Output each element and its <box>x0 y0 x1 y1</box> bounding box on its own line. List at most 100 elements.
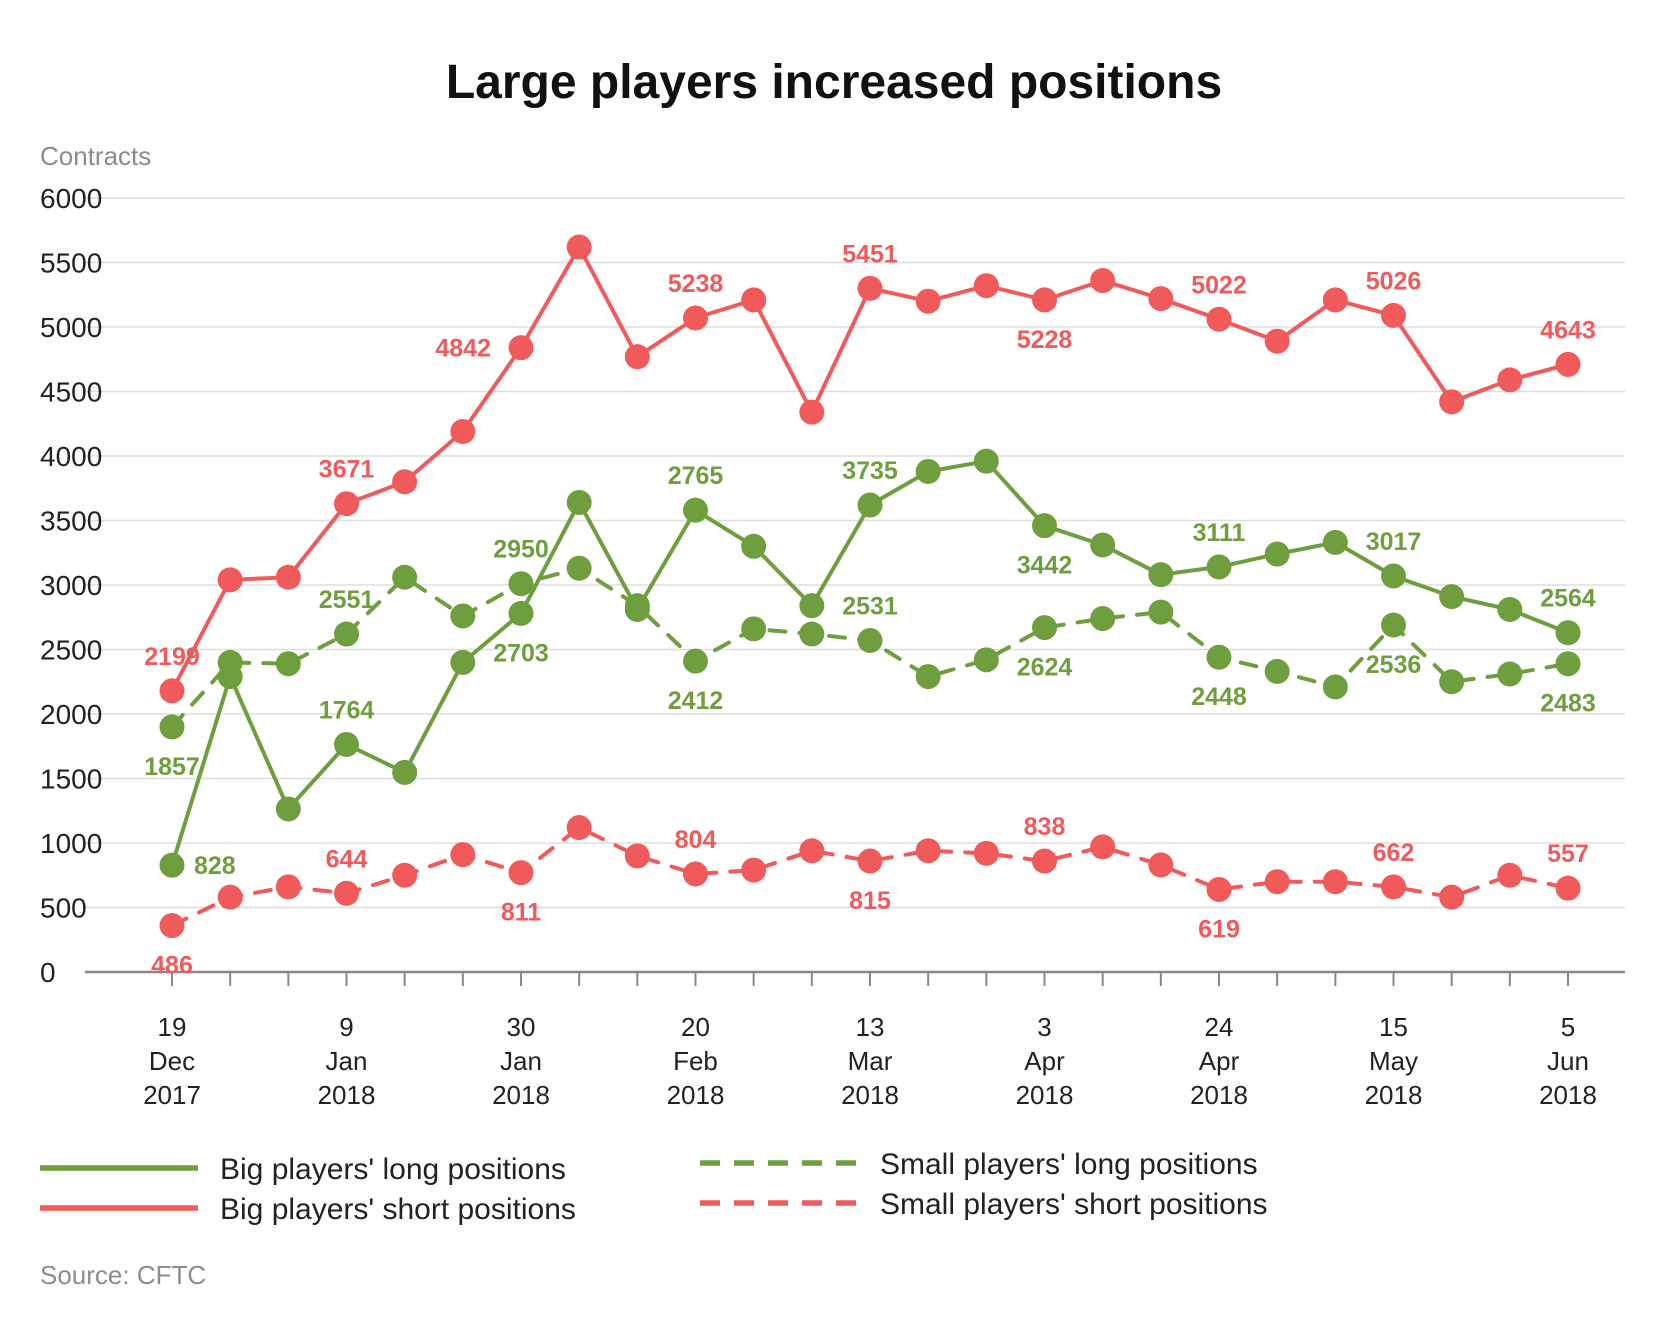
legend-item-big-players-long-positions: Big players' long positions <box>40 1153 566 1186</box>
data-point-big-players-short-positions <box>159 678 185 704</box>
data-point-big-players-short-positions <box>1555 351 1581 377</box>
data-point-big-players-short-positions <box>392 469 418 495</box>
y-axis-ticks: 0 500 1000 1500 2000 2500 3000 3500 4000 4500 5000… <box>40 183 102 988</box>
data-point-small-players-short-positions <box>1497 862 1523 888</box>
legend-label-small-players-long-positions: Small players' long positions <box>880 1148 1258 1181</box>
data-point-big-players-short-positions <box>624 344 650 370</box>
data-label-small-players-long-positions: 2536 <box>1366 651 1422 679</box>
data-point-big-players-long-positions <box>275 796 301 822</box>
data-label-big-players-long-positions: 2703 <box>493 639 549 667</box>
data-point-big-players-long-positions <box>1497 597 1523 623</box>
grid <box>85 197 1625 974</box>
data-point-big-players-short-positions <box>683 305 708 331</box>
data-label-small-players-short-positions: 644 <box>326 845 368 873</box>
data-point-big-players-long-positions <box>741 533 767 559</box>
data-point-big-players-long-positions <box>334 731 359 757</box>
x-tick-label-2018-04-03: 3 Apr 2018 <box>1016 1012 1074 1110</box>
data-label-big-players-long-positions: 3442 <box>1017 552 1073 580</box>
data-label-big-players-short-positions: 2199 <box>144 643 200 671</box>
y-tick-label-3000: 3000 <box>40 570 102 601</box>
data-point-big-players-long-positions <box>566 489 592 515</box>
data-point-big-players-long-positions <box>450 649 476 675</box>
data-point-small-players-long-positions <box>1148 599 1174 625</box>
data-point-small-players-long-positions <box>1497 661 1523 687</box>
series-small-players-short-positions <box>159 815 1581 939</box>
data-point-big-players-long-positions <box>1032 513 1057 539</box>
y-tick-label-3500: 3500 <box>40 506 102 537</box>
data-point-small-players-short-positions <box>915 838 941 864</box>
data-point-big-players-long-positions <box>1148 562 1174 588</box>
data-point-small-players-short-positions <box>566 815 592 841</box>
data-point-big-players-short-positions <box>566 234 592 260</box>
x-tick-label-2018-06-05: 5 Jun 2018 <box>1539 1012 1597 1110</box>
data-point-small-players-short-positions <box>1322 869 1348 895</box>
data-label-small-players-short-positions: 811 <box>501 899 541 927</box>
y-tick-label-5500: 5500 <box>40 248 102 279</box>
data-point-big-players-short-positions <box>1148 286 1174 312</box>
data-label-big-players-short-positions: 5238 <box>668 270 724 298</box>
data-point-small-players-long-positions <box>1032 615 1057 641</box>
legend-label-big-players-short-positions: Big players' short positions <box>220 1193 576 1226</box>
data-point-big-players-short-positions <box>508 335 534 361</box>
data-label-small-players-short-positions: 804 <box>675 826 717 854</box>
data-point-big-players-long-positions <box>683 497 708 523</box>
data-point-big-players-short-positions <box>275 564 301 590</box>
data-point-big-players-short-positions <box>915 288 941 314</box>
data-label-big-players-long-positions: 3735 <box>842 457 898 485</box>
data-label-small-players-long-positions: 2412 <box>668 687 724 715</box>
y-tick-label-1500: 1500 <box>40 764 102 795</box>
data-point-big-players-long-positions <box>915 458 941 484</box>
data-point-big-players-short-positions <box>973 273 999 299</box>
data-point-small-players-long-positions <box>159 714 185 740</box>
data-point-big-players-short-positions <box>1439 389 1465 415</box>
data-label-small-players-short-positions: 557 <box>1547 840 1589 868</box>
data-point-small-players-long-positions <box>1322 674 1348 700</box>
data-point-big-players-long-positions <box>973 448 999 474</box>
chart-title: Large players increased positions <box>446 56 1222 109</box>
data-point-small-players-short-positions <box>1032 848 1057 874</box>
data-point-small-players-short-positions <box>683 861 708 887</box>
data-label-big-players-short-positions: 5451 <box>842 240 898 268</box>
data-point-small-players-long-positions <box>508 571 534 597</box>
series-big-players-long-positions <box>159 448 1581 878</box>
data-label-big-players-long-positions: 3017 <box>1366 528 1422 556</box>
data-label-small-players-short-positions: 486 <box>151 952 193 980</box>
data-point-small-players-long-positions <box>741 616 767 642</box>
data-point-big-players-short-positions <box>334 491 359 517</box>
data-point-big-players-long-positions <box>1264 541 1290 567</box>
data-point-small-players-short-positions <box>1148 852 1174 878</box>
x-tick-label-2018-02-20: 20 Feb 2018 <box>667 1012 725 1110</box>
data-point-big-players-short-positions <box>450 418 476 444</box>
y-axis-unit-label: Contracts <box>40 141 151 171</box>
data-point-small-players-long-positions <box>392 564 418 590</box>
data-point-big-players-short-positions <box>1264 328 1290 354</box>
legend: Big players' long positions Big players' … <box>40 1148 1268 1226</box>
data-label-big-players-long-positions: 1764 <box>319 696 375 724</box>
data-point-small-players-short-positions <box>1090 834 1116 860</box>
y-tick-label-1000: 1000 <box>40 828 102 859</box>
data-point-small-players-long-positions <box>1264 658 1290 684</box>
legend-label-big-players-long-positions: Big players' long positions <box>220 1153 566 1186</box>
data-label-big-players-short-positions: 5022 <box>1191 271 1247 299</box>
legend-item-small-players-short-positions: Small players' short positions <box>700 1188 1268 1221</box>
data-label-small-players-long-positions: 1857 <box>144 753 200 781</box>
data-point-small-players-long-positions <box>1439 669 1465 695</box>
data-label-small-players-long-positions: 2624 <box>1017 654 1073 682</box>
data-point-small-players-long-positions <box>683 648 708 674</box>
data-label-small-players-short-positions: 619 <box>1198 915 1240 943</box>
data-point-big-players-long-positions <box>508 600 534 626</box>
data-point-big-players-long-positions <box>857 492 883 518</box>
y-tick-label-500: 500 <box>40 893 87 924</box>
data-label-small-players-long-positions: 2551 <box>319 586 375 614</box>
y-tick-label-6000: 6000 <box>40 183 102 214</box>
data-point-small-players-long-positions <box>566 555 592 581</box>
data-point-small-players-short-positions <box>1439 884 1465 910</box>
data-point-big-players-long-positions <box>624 597 650 623</box>
source-note: Source: CFTC <box>40 1260 206 1290</box>
data-point-small-players-long-positions <box>275 651 301 677</box>
data-label-small-players-long-positions: 2483 <box>1540 690 1596 718</box>
data-point-small-players-short-positions <box>217 884 243 910</box>
y-tick-label-4000: 4000 <box>40 441 102 472</box>
data-label-big-players-long-positions: 2765 <box>668 462 724 490</box>
legend-item-big-players-short-positions: Big players' short positions <box>40 1193 576 1226</box>
